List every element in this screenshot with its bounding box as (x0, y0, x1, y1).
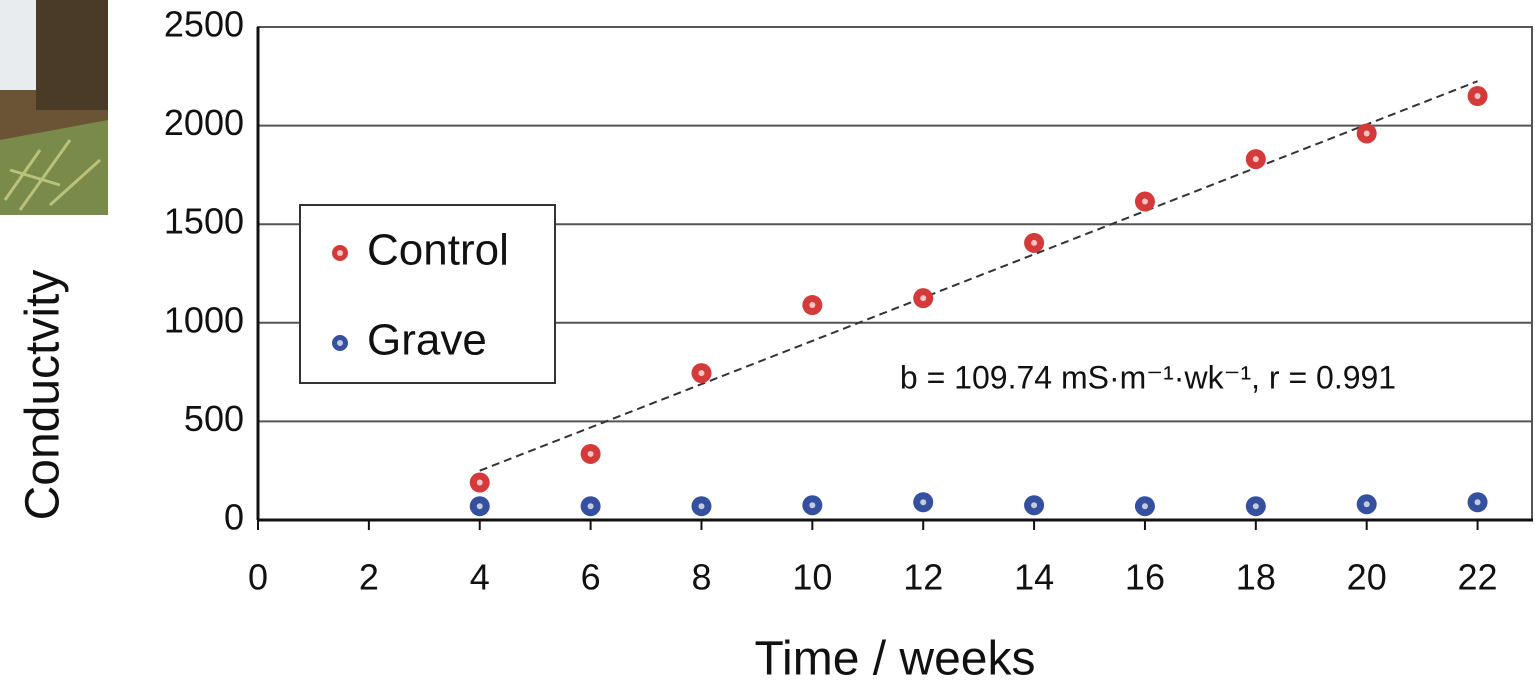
x-tick-label: 22 (1458, 557, 1498, 598)
point (1134, 191, 1155, 212)
marker-center (1474, 93, 1481, 100)
marker-center (698, 370, 705, 377)
x-axis-label: Time / weeks (755, 633, 1036, 686)
x-tick-label: 4 (470, 557, 490, 598)
point (691, 363, 712, 384)
point (802, 295, 823, 316)
legend-marker-center (337, 250, 343, 256)
marker-center (698, 503, 705, 510)
trend-line (479, 80, 1478, 472)
marker-center (587, 450, 594, 457)
legend-box (299, 204, 556, 384)
y-tick-label: 1500 (164, 201, 244, 242)
marker-center (920, 295, 927, 302)
x-tick-label: 18 (1236, 557, 1276, 598)
y-tick-label: 2500 (164, 4, 244, 45)
point (469, 472, 490, 493)
point (1024, 232, 1045, 253)
x-tick-label: 10 (792, 557, 832, 598)
point (1245, 149, 1266, 170)
x-tick-label: 0 (248, 557, 268, 598)
marker-center (1363, 130, 1370, 137)
marker-center (1363, 501, 1370, 508)
point (802, 495, 823, 516)
marker-center (476, 479, 483, 486)
y-tick-label: 500 (184, 398, 244, 439)
x-tick-label: 8 (691, 557, 711, 598)
marker-center (1252, 503, 1259, 510)
x-tick-label: 6 (581, 557, 601, 598)
point (1356, 123, 1377, 144)
marker-center (587, 503, 594, 510)
x-tick-label: 20 (1347, 557, 1387, 598)
point (913, 492, 934, 513)
marker-center (1031, 239, 1038, 246)
y-tick-label: 2000 (164, 102, 244, 143)
annotation: b = 109.74 mS·m⁻¹·wk⁻¹, r = 0.991 (900, 359, 1396, 395)
x-tick-label: 2 (359, 557, 379, 598)
marker-center (1031, 502, 1038, 509)
point (691, 496, 712, 517)
marker-center (809, 302, 816, 309)
marker-center (1141, 198, 1148, 205)
legend-marker-center (337, 340, 343, 346)
point (913, 288, 934, 309)
y-tick-label: 0 (224, 497, 244, 538)
point (580, 496, 601, 517)
point (1134, 496, 1155, 517)
photo (0, 0, 108, 215)
x-tick-label: 14 (1014, 557, 1054, 598)
marker-center (920, 499, 927, 506)
point (580, 443, 601, 464)
legend-label: Control (367, 226, 509, 275)
y-tick-label: 1000 (164, 299, 244, 340)
point (1467, 86, 1488, 107)
x-tick-label: 16 (1125, 557, 1165, 598)
x-tick-label: 12 (903, 557, 943, 598)
marker-center (476, 503, 483, 510)
legend-label: Grave (367, 316, 487, 365)
point (469, 496, 490, 517)
y-axis-label: Conductvity (17, 270, 70, 521)
point (1467, 492, 1488, 513)
marker-center (809, 502, 816, 509)
point (1245, 496, 1266, 517)
marker-center (1474, 499, 1481, 506)
point (1024, 495, 1045, 516)
marker-center (1252, 156, 1259, 163)
point (1356, 494, 1377, 515)
marker-center (1141, 503, 1148, 510)
